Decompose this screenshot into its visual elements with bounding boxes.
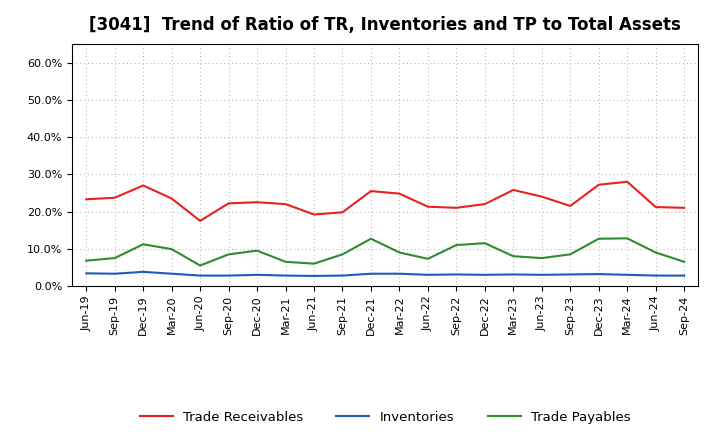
Legend: Trade Receivables, Inventories, Trade Payables: Trade Receivables, Inventories, Trade Pa… (135, 406, 636, 429)
Trade Receivables (82, 197, 91, 202)
Trade Receivables (225, 201, 233, 206)
Line: Trade Receivables: Trade Receivables (86, 182, 684, 221)
Trade Receivables (110, 195, 119, 200)
Trade Payables (225, 252, 233, 257)
Trade Payables (623, 236, 631, 241)
Inventories (509, 272, 518, 277)
Trade Payables (282, 259, 290, 264)
Inventories (423, 272, 432, 278)
Trade Receivables (566, 203, 575, 209)
Line: Trade Payables: Trade Payables (86, 238, 684, 265)
Inventories (595, 271, 603, 277)
Trade Payables (566, 252, 575, 257)
Trade Receivables (395, 191, 404, 196)
Inventories (338, 273, 347, 278)
Trade Receivables (423, 204, 432, 209)
Trade Receivables (338, 209, 347, 215)
Trade Payables (452, 242, 461, 248)
Trade Receivables (537, 194, 546, 199)
Inventories (253, 272, 261, 278)
Trade Payables (366, 236, 375, 242)
Trade Payables (196, 263, 204, 268)
Inventories (82, 271, 91, 276)
Trade Receivables (139, 183, 148, 188)
Inventories (110, 271, 119, 276)
Trade Receivables (680, 205, 688, 210)
Trade Payables (595, 236, 603, 242)
Trade Receivables (196, 218, 204, 224)
Trade Payables (82, 258, 91, 263)
Trade Payables (395, 250, 404, 255)
Inventories (395, 271, 404, 276)
Trade Receivables (452, 205, 461, 210)
Trade Payables (537, 256, 546, 261)
Inventories (680, 273, 688, 278)
Trade Payables (423, 256, 432, 261)
Line: Inventories: Inventories (86, 272, 684, 276)
Trade Payables (652, 250, 660, 255)
Inventories (196, 273, 204, 278)
Trade Receivables (167, 196, 176, 201)
Inventories (566, 272, 575, 277)
Inventories (366, 271, 375, 276)
Trade Payables (509, 253, 518, 259)
Trade Receivables (623, 179, 631, 184)
Trade Receivables (509, 187, 518, 193)
Trade Receivables (366, 188, 375, 194)
Inventories (225, 273, 233, 278)
Trade Receivables (310, 212, 318, 217)
Trade Payables (139, 242, 148, 247)
Trade Receivables (652, 205, 660, 210)
Trade Receivables (595, 182, 603, 187)
Inventories (652, 273, 660, 278)
Inventories (480, 272, 489, 278)
Trade Payables (680, 259, 688, 264)
Trade Receivables (282, 202, 290, 207)
Inventories (452, 272, 461, 277)
Trade Payables (167, 246, 176, 252)
Trade Payables (310, 261, 318, 266)
Inventories (623, 272, 631, 278)
Inventories (139, 269, 148, 275)
Inventories (310, 273, 318, 279)
Inventories (537, 272, 546, 278)
Trade Receivables (480, 202, 489, 207)
Inventories (167, 271, 176, 276)
Inventories (282, 273, 290, 278)
Trade Payables (480, 241, 489, 246)
Title: [3041]  Trend of Ratio of TR, Inventories and TP to Total Assets: [3041] Trend of Ratio of TR, Inventories… (89, 16, 681, 34)
Trade Payables (338, 252, 347, 257)
Trade Receivables (253, 200, 261, 205)
Trade Payables (253, 248, 261, 253)
Trade Payables (110, 256, 119, 261)
